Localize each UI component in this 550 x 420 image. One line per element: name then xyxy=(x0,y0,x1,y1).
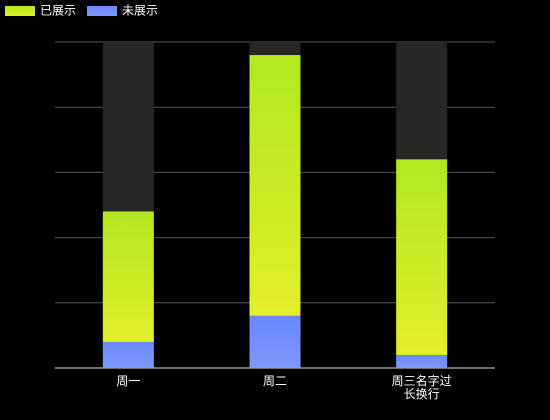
bar-segment xyxy=(396,354,448,368)
legend-swatch xyxy=(87,6,118,16)
x-tick-label: 周一 xyxy=(116,374,141,388)
bar-segment xyxy=(102,211,154,342)
bar-segment xyxy=(102,341,154,368)
bar-segment xyxy=(249,315,301,368)
bar-segment xyxy=(396,159,448,355)
legend-label: 未展示 xyxy=(122,4,158,18)
bar-segment xyxy=(249,55,301,316)
x-tick-label: 周二 xyxy=(262,374,287,388)
legend-swatch xyxy=(5,6,35,16)
x-tick-label: 周三名字过长换行 xyxy=(391,374,452,401)
legend-label: 已展示 xyxy=(40,4,76,18)
